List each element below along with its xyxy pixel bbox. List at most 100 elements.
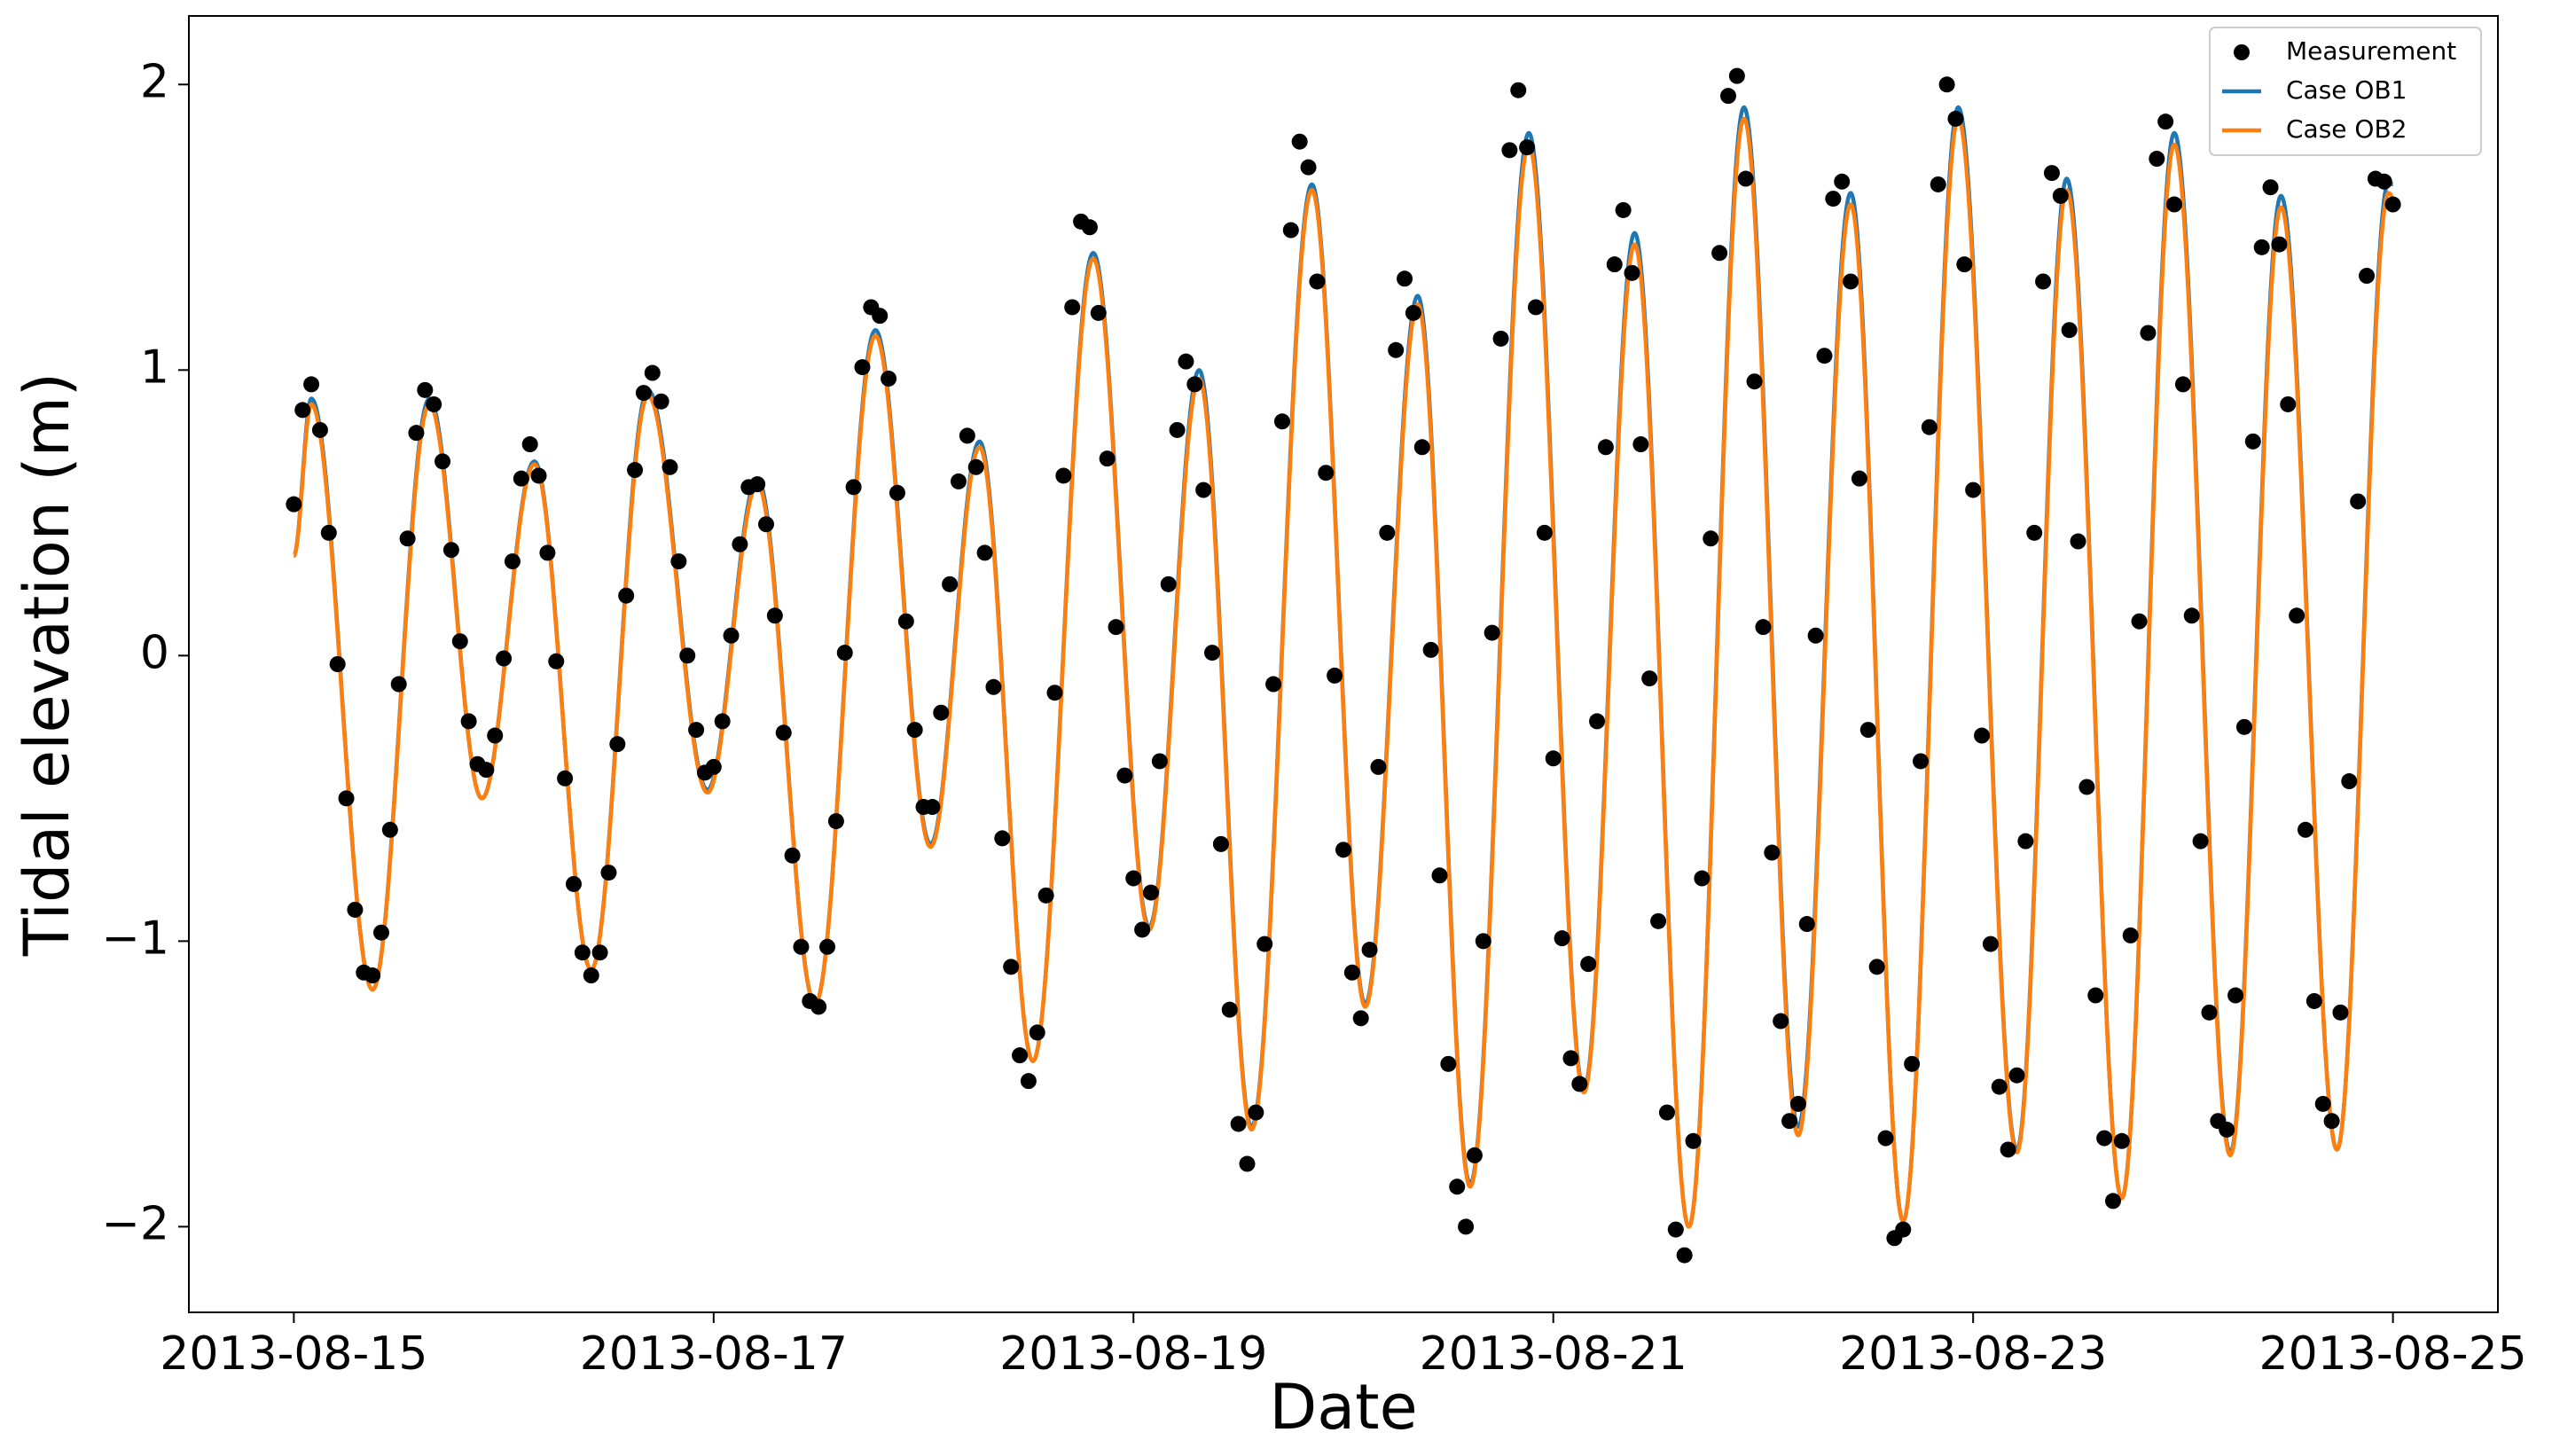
measurement-point xyxy=(2314,1095,2331,1112)
measurement-point xyxy=(2262,179,2279,196)
measurement-point xyxy=(1475,933,1491,950)
measurement-point xyxy=(1746,373,1763,390)
measurement-point xyxy=(1606,256,1623,273)
measurement-point xyxy=(417,381,434,398)
y-axis-label: Tidal elevation (m) xyxy=(11,372,83,957)
measurement-point xyxy=(2087,987,2104,1004)
measurement-point xyxy=(1580,956,1597,973)
measurement-point xyxy=(2113,1132,2130,1149)
model-line xyxy=(292,116,2394,1229)
measurement-point xyxy=(1764,844,1781,861)
measurement-point xyxy=(1904,1055,1921,1072)
measurement-point xyxy=(985,678,1002,695)
measurement-point xyxy=(836,645,853,661)
measurement-point xyxy=(845,479,862,496)
measurement-point xyxy=(1676,1247,1693,1264)
measurement-point xyxy=(1597,439,1614,456)
measurement-point xyxy=(644,364,661,381)
measurement-point xyxy=(1711,245,1728,262)
measurement-point xyxy=(1318,465,1335,481)
measurement-point xyxy=(1090,304,1107,321)
measurement-point xyxy=(1658,1104,1675,1121)
measurement-point xyxy=(1895,1221,1912,1238)
measurement-point xyxy=(2376,173,2392,190)
measurement-point xyxy=(2026,524,2043,541)
measurement-point xyxy=(1239,1155,1256,1172)
measurement-point xyxy=(1851,470,1867,487)
measurement-point xyxy=(1169,421,1186,438)
measurement-point xyxy=(1641,670,1658,687)
measurement-point xyxy=(364,967,381,984)
measurement-point xyxy=(1728,67,1745,84)
measurement-point xyxy=(897,613,914,630)
measurement-point xyxy=(976,544,993,561)
measurement-point xyxy=(2131,613,2148,630)
measurement-point xyxy=(2061,322,2078,339)
measurement-point xyxy=(1388,341,1405,358)
measurement-point xyxy=(1781,1113,1798,1130)
measurement-point xyxy=(766,607,783,624)
measurement-point xyxy=(311,421,328,438)
measurement-point xyxy=(1694,870,1710,887)
measurement-point xyxy=(1545,750,1562,767)
measurement-point xyxy=(1186,376,1203,393)
measurement-point xyxy=(1029,1024,1045,1041)
legend-label: Case OB1 xyxy=(2286,75,2407,105)
x-axis-label: Date xyxy=(1269,1371,1417,1444)
measurement-point xyxy=(2201,1004,2218,1021)
measurement-point xyxy=(2174,376,2191,393)
measurement-point xyxy=(627,462,644,479)
measurement-point xyxy=(775,724,792,741)
measurement-point xyxy=(513,470,529,487)
measurement-point xyxy=(723,627,740,644)
measurement-point xyxy=(2070,533,2086,550)
measurement-point xyxy=(1921,419,1937,435)
measurement-point xyxy=(618,587,635,604)
measurement-point xyxy=(933,704,950,721)
measurement-point xyxy=(2219,1121,2235,1138)
measurement-point xyxy=(1020,1073,1037,1090)
measurement-point xyxy=(1913,753,1929,770)
measurement-point xyxy=(1248,1104,1264,1121)
measurement-point xyxy=(1965,481,1982,498)
measurement-point xyxy=(2149,151,2165,168)
measurement-point xyxy=(2350,493,2367,510)
measurement-point xyxy=(679,647,696,664)
measurement-point xyxy=(1773,1013,1789,1029)
measurement-point xyxy=(854,359,871,376)
measurement-point xyxy=(2244,433,2261,450)
measurement-point xyxy=(1510,82,1527,98)
measurement-point xyxy=(2359,268,2376,285)
measurement-point xyxy=(2271,236,2288,253)
measurement-point xyxy=(2289,607,2305,624)
measurement-point xyxy=(1327,667,1343,684)
measurement-point xyxy=(1195,481,1212,498)
x-tick-label: 2013-08-25 xyxy=(2259,1327,2527,1381)
plot-area xyxy=(286,67,2401,1264)
measurement-point xyxy=(1816,348,1833,364)
measurement-point xyxy=(2253,239,2270,255)
measurement-point xyxy=(574,944,591,961)
measurement-point xyxy=(478,762,495,779)
measurement-point xyxy=(1807,627,1824,644)
measurement-point xyxy=(1037,887,1054,904)
x-tick-label: 2013-08-23 xyxy=(1839,1327,2107,1381)
measurement-point xyxy=(294,402,311,419)
measurement-point xyxy=(2140,325,2157,341)
measurement-point xyxy=(1938,76,1955,93)
measurement-point xyxy=(1405,304,1421,321)
measurement-point xyxy=(1877,1130,1894,1147)
measurement-point xyxy=(1554,930,1570,947)
measurement-point xyxy=(548,653,565,669)
measurement-point xyxy=(732,536,748,552)
measurement-point xyxy=(2017,833,2034,849)
measurement-point xyxy=(1528,299,1544,316)
measurement-point xyxy=(2280,395,2297,412)
measurement-point xyxy=(1859,722,1876,739)
x-tick-label: 2013-08-15 xyxy=(160,1327,427,1381)
measurement-point xyxy=(1064,299,1081,316)
measurement-point xyxy=(1703,530,1719,547)
measurement-point xyxy=(1843,273,1859,290)
measurement-point xyxy=(1309,273,1326,290)
